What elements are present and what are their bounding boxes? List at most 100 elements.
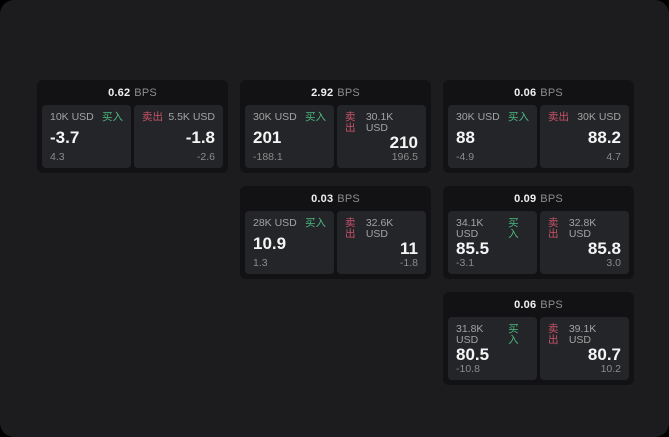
- sell-panel[interactable]: 卖出 30.1K USD 210 196.5: [337, 105, 426, 168]
- buy-size: 34.1K USD: [456, 217, 484, 240]
- sell-panel[interactable]: 卖出 32.8K USD 85.8 3.0: [540, 211, 629, 274]
- buy-tag: 买入: [508, 217, 519, 240]
- spread-value: 0.03: [311, 192, 334, 205]
- buy-tag: 买入: [305, 217, 326, 229]
- quote-card: 0.03 BPS 28K USD 买入 10.9 1.3 卖出 32.6K US…: [240, 186, 431, 279]
- buy-price: 10.9: [253, 233, 287, 253]
- sell-sub-value: 4.7: [606, 150, 621, 163]
- buy-panel[interactable]: 34.1K USD 买入 85.5 -3.1: [448, 211, 537, 274]
- spread-unit: BPS: [337, 86, 360, 99]
- spread-header: 0.62 BPS: [37, 80, 228, 105]
- sell-price: 80.7: [587, 344, 621, 364]
- sell-header-row: 卖出 5.5K USD: [142, 112, 215, 123]
- quote-card: 0.09 BPS 34.1K USD 买入 85.5 -3.1 卖出 32.8K…: [443, 186, 634, 279]
- buy-tag: 买入: [305, 111, 326, 123]
- buy-sub-value: -3.1: [456, 256, 475, 269]
- sell-header-row: 卖出 39.1K USD: [548, 324, 621, 345]
- buy-price: -3.7: [50, 127, 80, 147]
- spread-value: 0.06: [514, 86, 537, 99]
- sell-sub-value: 3.0: [606, 256, 621, 269]
- buy-sub-value: -188.1: [253, 150, 283, 163]
- spread-header: 0.06 BPS: [443, 80, 634, 105]
- buy-sub-value: 1.3: [253, 256, 268, 269]
- buy-panel[interactable]: 10K USD 买入 -3.7 4.3: [42, 105, 131, 168]
- spread-unit: BPS: [134, 86, 157, 99]
- sell-size: 39.1K USD: [568, 323, 597, 346]
- buy-sub-value: -4.9: [456, 150, 475, 163]
- sell-tag: 卖出: [345, 111, 356, 134]
- spread-value: 2.92: [311, 86, 334, 99]
- quote-card: 0.06 BPS 30K USD 买入 88 -4.9 卖出 30K USD: [443, 80, 634, 173]
- sell-panel[interactable]: 卖出 32.6K USD 11 -1.8: [337, 211, 426, 274]
- buy-header-row: 31.8K USD 买入: [456, 324, 529, 345]
- spread-unit: BPS: [540, 192, 563, 205]
- sell-sub-value: 196.5: [391, 150, 418, 163]
- quote-body: 30K USD 买入 88 -4.9 卖出 30K USD 88.2 4.7: [443, 105, 634, 173]
- buy-sub-value: -10.8: [456, 362, 480, 375]
- sell-price: 11: [400, 238, 418, 258]
- spread-value: 0.09: [514, 192, 537, 205]
- sell-panel[interactable]: 卖出 39.1K USD 80.7 10.2: [540, 317, 629, 380]
- buy-panel[interactable]: 30K USD 买入 201 -188.1: [245, 105, 334, 168]
- buy-header-row: 28K USD 买入: [253, 218, 326, 229]
- quote-body: 28K USD 买入 10.9 1.3 卖出 32.6K USD 11 -1.8: [240, 211, 431, 279]
- buy-tag: 买入: [508, 323, 519, 346]
- sell-price: -1.8: [185, 127, 215, 147]
- buy-size: 10K USD: [50, 111, 94, 123]
- buy-tag: 买入: [102, 111, 123, 123]
- sell-panel[interactable]: 卖出 5.5K USD -1.8 -2.6: [134, 105, 223, 168]
- spread-header: 2.92 BPS: [240, 80, 431, 105]
- buy-panel[interactable]: 31.8K USD 买入 80.5 -10.8: [448, 317, 537, 380]
- quote-body: 30K USD 买入 201 -188.1 卖出 30.1K USD 210 1…: [240, 105, 431, 173]
- spread-unit: BPS: [540, 298, 563, 311]
- buy-size: 31.8K USD: [456, 323, 484, 346]
- quote-card: 0.62 BPS 10K USD 买入 -3.7 4.3 卖出 5.5K USD: [37, 80, 228, 173]
- quote-card: 0.06 BPS 31.8K USD 买入 80.5 -10.8 卖出 39.1…: [443, 292, 634, 385]
- spread-value: 0.62: [108, 86, 131, 99]
- sell-size: 30.1K USD: [365, 111, 394, 134]
- sell-tag: 卖出: [548, 217, 559, 240]
- spread-header: 0.06 BPS: [443, 292, 634, 317]
- quote-card: 2.92 BPS 30K USD 买入 201 -188.1 卖出 30.1K …: [240, 80, 431, 173]
- sell-tag: 卖出: [548, 323, 559, 346]
- buy-panel[interactable]: 30K USD 买入 88 -4.9: [448, 105, 537, 168]
- quote-body: 31.8K USD 买入 80.5 -10.8 卖出 39.1K USD 80.…: [443, 317, 634, 385]
- buy-panel[interactable]: 28K USD 买入 10.9 1.3: [245, 211, 334, 274]
- spread-value: 0.06: [514, 298, 537, 311]
- sell-tag: 卖出: [548, 111, 569, 123]
- buy-size: 28K USD: [253, 217, 297, 229]
- sell-header-row: 卖出 32.8K USD: [548, 218, 621, 239]
- buy-price: 80.5: [456, 344, 490, 364]
- sell-size: 30K USD: [577, 111, 621, 123]
- sell-price: 88.2: [587, 127, 621, 147]
- sell-tag: 卖出: [142, 111, 163, 123]
- sell-price: 85.8: [587, 238, 621, 258]
- buy-header-row: 30K USD 买入: [253, 112, 326, 123]
- sell-size: 5.5K USD: [168, 111, 215, 123]
- buy-size: 30K USD: [456, 111, 500, 123]
- spread-header: 0.09 BPS: [443, 186, 634, 211]
- buy-header-row: 30K USD 买入: [456, 112, 529, 123]
- sell-panel[interactable]: 卖出 30K USD 88.2 4.7: [540, 105, 629, 168]
- quote-body: 10K USD 买入 -3.7 4.3 卖出 5.5K USD -1.8 -2.…: [37, 105, 228, 173]
- buy-tag: 买入: [508, 111, 529, 123]
- sell-sub-value: -1.8: [399, 256, 418, 269]
- sell-header-row: 卖出 30K USD: [548, 112, 621, 123]
- buy-sub-value: 4.3: [50, 150, 65, 163]
- buy-size: 30K USD: [253, 111, 297, 123]
- buy-price: 201: [253, 127, 282, 147]
- sell-sub-value: -2.6: [196, 150, 215, 163]
- sell-sub-value: 10.2: [600, 362, 621, 375]
- quote-body: 34.1K USD 买入 85.5 -3.1 卖出 32.8K USD 85.8…: [443, 211, 634, 279]
- buy-header-row: 34.1K USD 买入: [456, 218, 529, 239]
- sell-size: 32.6K USD: [365, 217, 394, 240]
- spread-header: 0.03 BPS: [240, 186, 431, 211]
- buy-price: 88: [456, 127, 475, 147]
- sell-size: 32.8K USD: [568, 217, 597, 240]
- buy-header-row: 10K USD 买入: [50, 112, 123, 123]
- spread-unit: BPS: [540, 86, 563, 99]
- buy-price: 85.5: [456, 238, 490, 258]
- sell-header-row: 卖出 30.1K USD: [345, 112, 418, 133]
- sell-header-row: 卖出 32.6K USD: [345, 218, 418, 239]
